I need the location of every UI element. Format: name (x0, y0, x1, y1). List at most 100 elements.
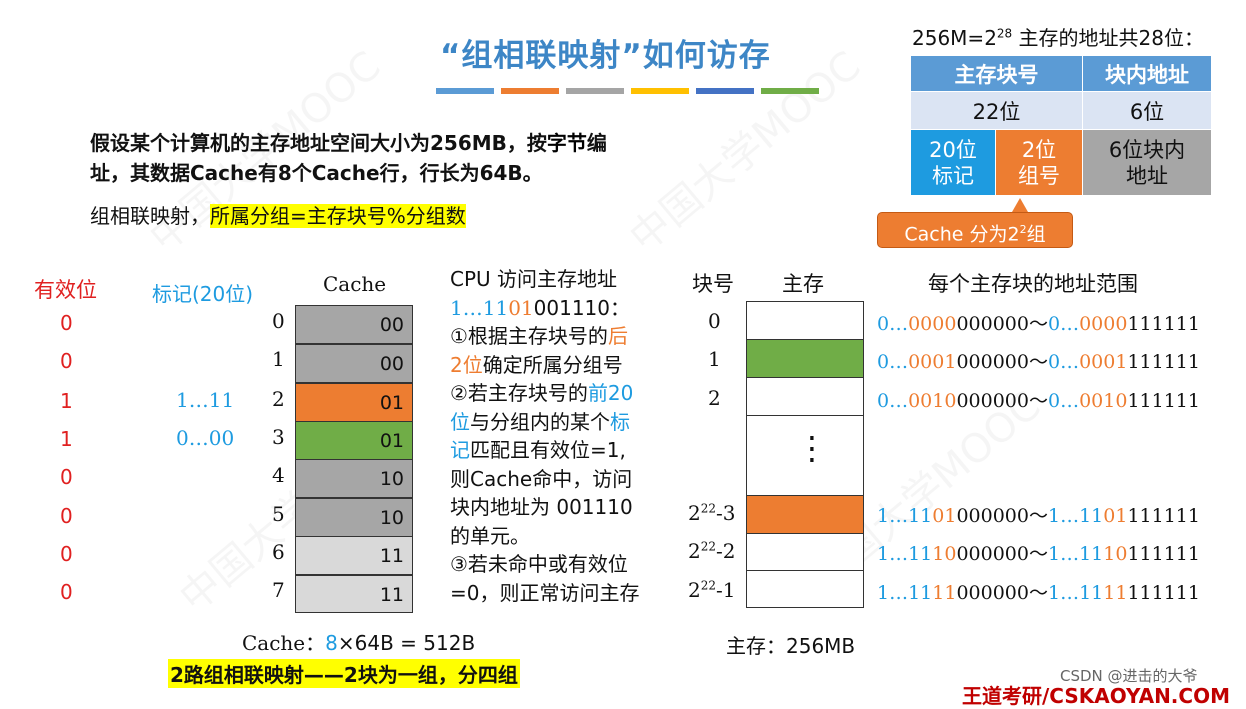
group-field: 2位 组号 (995, 129, 1083, 196)
step2: ②若主存块号的 (450, 381, 588, 405)
step1-end: 确定所属分组号 (482, 352, 623, 377)
range-end-c: 111111 (1127, 505, 1200, 527)
cache-line-index: 3 (272, 425, 285, 449)
memory-block-n3 (746, 495, 864, 534)
cache-size-prefix: Cache： (242, 631, 326, 655)
cache-line: 01 (295, 383, 413, 422)
range-separator: ～ (1028, 543, 1048, 565)
range-start-c: 000000 (956, 505, 1029, 527)
cache-tag: 0…00 (176, 426, 235, 450)
step-intro: CPU 访问主存地址 (450, 267, 618, 291)
range-end-a: 0… (1048, 351, 1080, 373)
cache-line-index: 2 (272, 387, 285, 411)
memory-block-1 (746, 339, 864, 378)
step3: ③若未命中或有效位 (450, 552, 628, 576)
addr-group: 01 (508, 295, 534, 320)
cache-line: 00 (295, 344, 413, 383)
tag-header: 标记(20位) (152, 282, 254, 306)
block-number-label: 222-3 (688, 501, 736, 525)
intro-line2: 址，其数据Cache有8个Cache行，行长为64B。 (90, 161, 543, 185)
cache-line-index: 5 (272, 502, 285, 526)
title-accent-bars (436, 88, 819, 94)
block-number-base: 1 (708, 347, 721, 371)
intro-emphasis: 字节 (546, 131, 587, 155)
range-start-b: 0000 (908, 313, 957, 335)
access-steps: CPU 访问主存地址 1…1101001110： ①根据主存块号的后 2位确定所… (450, 265, 639, 607)
callout-pointer (1012, 198, 1028, 212)
mapping-rule: 所属分组=主存块号%分组数 (210, 204, 466, 228)
cache-line: 01 (295, 421, 413, 460)
intro-text: 假设某个计算机的主存地址空间大小为256MB，按字节编 址，其数据Cache有8… (90, 128, 607, 188)
address-range: 1…1111000000～1…1111111111 (877, 578, 1200, 605)
address-range-header: 每个主存块的地址范围 (928, 272, 1138, 296)
cache-line: 00 (295, 305, 413, 344)
valid-bit: 0 (60, 542, 73, 566)
block-number-label: 2 (708, 386, 721, 410)
block-number-label: 222-1 (688, 578, 736, 602)
range-separator: ～ (1028, 582, 1048, 604)
addr-colon: ： (610, 295, 630, 320)
accent-bar (631, 88, 689, 94)
range-end-b: 01 (1103, 505, 1128, 527)
callout-exp: 2 (1019, 223, 1027, 236)
heading-exp: 28 (996, 26, 1013, 41)
block-number-suffix: -3 (716, 501, 736, 525)
block-number-exp: 22 (700, 578, 717, 593)
range-start-b: 0010 (908, 390, 957, 412)
valid-bit: 0 (60, 580, 73, 604)
heading-base: 256M=2 (912, 26, 997, 50)
range-start-a: 1…11 (877, 582, 933, 604)
range-end-b: 11 (1103, 582, 1128, 604)
cache-line-index: 0 (272, 309, 285, 333)
block-number-base: 2 (688, 501, 701, 525)
memory-block-n2 (746, 533, 864, 571)
addr-tag: 1…11 (450, 295, 509, 320)
mapping-rule-line: 组相联映射，所属分组=主存块号%分组数 (90, 200, 466, 229)
offset-field: 6位块内 地址 (1082, 129, 1212, 196)
memory-header: 主存 (782, 272, 824, 296)
cache-line-index: 4 (272, 463, 285, 487)
range-start-b: 0001 (908, 351, 957, 373)
memory-block-2 (746, 377, 864, 416)
range-end-c: 111111 (1127, 582, 1200, 604)
range-end-b: 0001 (1079, 351, 1128, 373)
range-end-a: 1…11 (1048, 505, 1104, 527)
accent-bar (436, 88, 494, 94)
accent-bar (761, 88, 819, 94)
range-end-a: 1…11 (1048, 543, 1104, 565)
memory-size-label: 主存：256MB (726, 634, 856, 658)
range-start-a: 1…11 (877, 505, 933, 527)
address-range: 1…1110000000～1…1110111111 (877, 539, 1200, 566)
step2-end: 的单元。 (450, 523, 530, 548)
range-start-c: 000000 (956, 390, 1029, 412)
accent-bar (696, 88, 754, 94)
memory-ellipsis: ⋮ (796, 429, 828, 467)
range-separator: ～ (1028, 313, 1048, 335)
valid-bit: 0 (60, 504, 73, 528)
col-block-number: 主存块号 (910, 55, 1083, 92)
valid-bit: 0 (60, 311, 73, 335)
mapping-summary: 2路组相联映射——2块为一组，分四组 (168, 659, 520, 688)
page-title: “组相联映射”如何访存 (440, 38, 771, 74)
range-start-c: 000000 (956, 313, 1029, 335)
range-end-c: 111111 (1127, 313, 1200, 335)
cache-groups-callout: Cache 分为22组 (877, 212, 1073, 248)
range-end-b: 0000 (1079, 313, 1128, 335)
range-start-a: 0… (877, 313, 909, 335)
block-number-label: 0 (708, 309, 721, 333)
range-separator: ～ (1028, 351, 1048, 373)
step2-tag: 标 (610, 409, 630, 434)
accent-bar (501, 88, 559, 94)
block-number-exp: 22 (700, 539, 717, 554)
cache-line: 10 (295, 498, 413, 537)
step1-emph: 后 (607, 324, 628, 348)
block-number-base: 2 (688, 578, 701, 602)
range-start-b: 11 (932, 582, 957, 604)
valid-bit-header: 有效位 (34, 278, 97, 302)
block-number-suffix: -1 (716, 578, 736, 602)
cache-line-index: 6 (272, 540, 285, 564)
accent-bar (566, 88, 624, 94)
step1-bits: 2位 (450, 352, 483, 377)
range-end-a: 0… (1048, 390, 1080, 412)
cache-size-ways: 8 (325, 631, 338, 655)
